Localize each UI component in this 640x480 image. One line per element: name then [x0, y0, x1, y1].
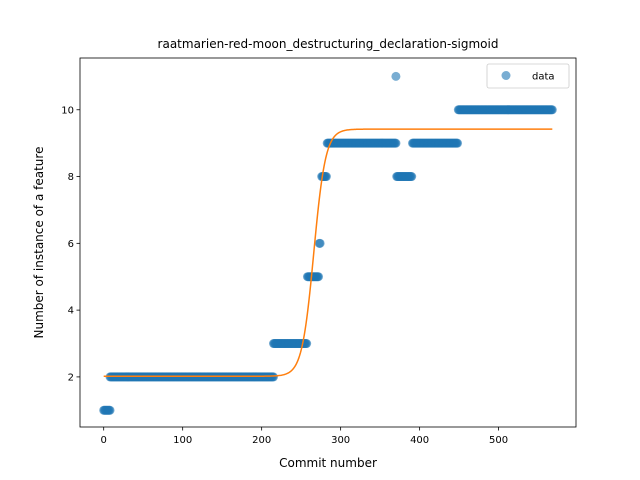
data-point: [269, 372, 278, 382]
data-point: [547, 105, 557, 115]
y-axis-label: Number of instance of a feature: [32, 147, 46, 339]
data-point: [391, 138, 401, 148]
data-point: [321, 172, 331, 182]
chart-title: raatmarien-red-moon_destructuring_declar…: [158, 37, 499, 51]
plot-area: [99, 71, 557, 415]
data-point: [391, 71, 401, 81]
data-point: [407, 172, 417, 182]
y-tick-label: 6: [68, 239, 74, 250]
data-point: [315, 238, 325, 248]
axes-frame: [79, 57, 577, 428]
y-tick-label: 10: [61, 105, 74, 116]
legend: data: [486, 63, 570, 89]
x-tick-label: 400: [410, 435, 429, 446]
x-axis: 0 100 200 300 400 500: [101, 427, 508, 446]
y-tick-label: 2: [68, 372, 74, 383]
x-tick-label: 200: [252, 435, 271, 446]
data-point: [314, 272, 324, 282]
data-point: [302, 339, 312, 349]
sigmoid-fit-line: [103, 128, 553, 377]
legend-label-data: data: [532, 72, 555, 83]
legend-box: [486, 63, 570, 89]
y-axis: 2 4 6 8 10: [61, 105, 80, 383]
y-tick-label: 4: [68, 306, 74, 317]
x-axis-label: Commit number: [279, 456, 377, 470]
x-tick-label: 0: [101, 435, 107, 446]
x-tick-label: 300: [331, 435, 350, 446]
y-tick-label: 8: [68, 172, 74, 183]
data-point: [105, 405, 115, 415]
x-tick-label: 500: [489, 435, 508, 446]
data-point: [453, 138, 463, 148]
legend-marker-data: [501, 71, 511, 80]
x-tick-label: 100: [173, 435, 192, 446]
